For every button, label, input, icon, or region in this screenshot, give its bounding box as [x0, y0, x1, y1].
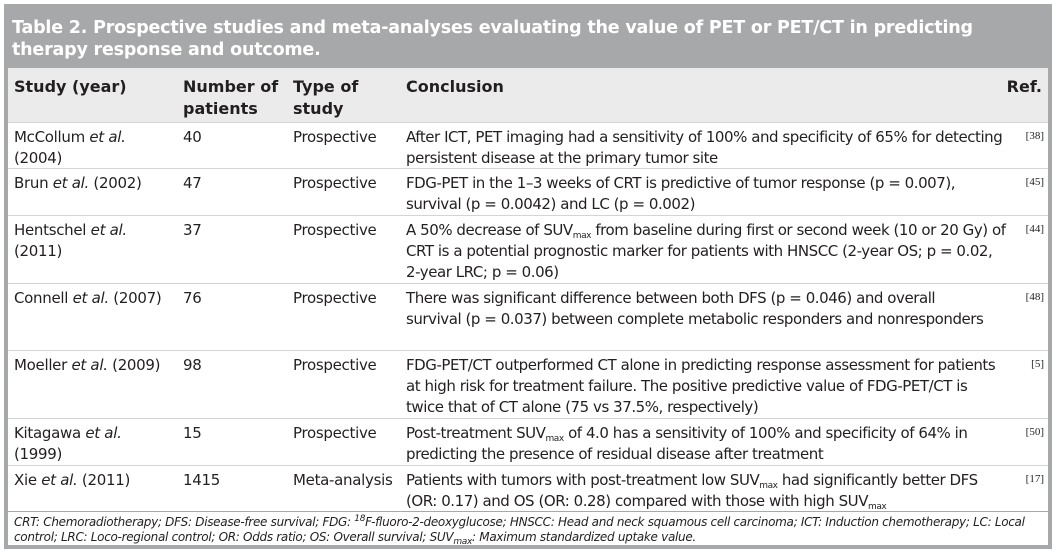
- type-cell: Prospective: [293, 128, 377, 146]
- table-header: Study (year) Number of patients Type of …: [8, 68, 1048, 122]
- study-author: Xie: [14, 471, 42, 489]
- ref-cell: [50]: [1025, 426, 1044, 438]
- header-study: Study (year): [14, 77, 127, 96]
- conclusion-cell: After ICT, PET imaging had a sensitivity…: [406, 127, 1006, 169]
- conclusion-text: There was significant difference between…: [406, 289, 984, 328]
- study-cell: Xie et al. (2011): [14, 470, 174, 491]
- study-author: McCollum: [14, 128, 90, 146]
- conclusion-text-cont: from baseline during first or second wee…: [406, 221, 1006, 281]
- patients-cell: 98: [183, 356, 202, 374]
- patients-cell: 76: [183, 289, 202, 307]
- study-cell: McCollum et al. (2004): [14, 127, 174, 169]
- study-year: (2007): [108, 289, 162, 307]
- study-year: (2004): [14, 149, 63, 167]
- study-author: Kitagawa: [14, 424, 86, 442]
- study-cell: Kitagawa et al. (1999): [14, 423, 174, 465]
- study-cell: Brun et al. (2002): [14, 173, 174, 194]
- subscript-max: max: [868, 502, 887, 512]
- table-row: Brun et al. (2002) 47 Prospective FDG-PE…: [8, 168, 1048, 215]
- superscript-18: 18: [354, 514, 366, 524]
- study-year: (2011): [14, 242, 63, 260]
- study-year: (2002): [88, 174, 142, 192]
- type-cell: Meta-analysis: [293, 471, 393, 489]
- type-cell: Prospective: [293, 221, 377, 239]
- study-year: (2011): [77, 471, 131, 489]
- ref-cell: [48]: [1025, 291, 1044, 303]
- conclusion-cell: FDG-PET/CT outperformed CT alone in pred…: [406, 355, 1006, 418]
- conclusion-cell: Patients with tumors with post-treatment…: [406, 470, 1006, 512]
- conclusion-text: After ICT, PET imaging had a sensitivity…: [406, 128, 1003, 167]
- type-cell: Prospective: [293, 424, 377, 442]
- footnote-text: CRT: Chemoradiotherapy; DFS: Disease-fre…: [14, 515, 355, 529]
- header-ref: Ref.: [1006, 77, 1042, 96]
- ref-cell: [17]: [1025, 473, 1044, 485]
- conclusion-cell: A 50% decrease of SUVmax from baseline d…: [406, 220, 1006, 283]
- table-footnote: CRT: Chemoradiotherapy; DFS: Disease-fre…: [8, 511, 1048, 547]
- header-patients: Number of patients: [183, 77, 279, 118]
- conclusion-text: FDG-PET/CT outperformed CT alone in pred…: [406, 356, 996, 416]
- study-author: Connell: [14, 289, 73, 307]
- conclusion-cell: FDG-PET in the 1–3 weeks of CRT is predi…: [406, 173, 1006, 215]
- type-cell: Prospective: [293, 289, 377, 307]
- study-etal: et al.: [90, 221, 128, 239]
- table-row: Hentschel et al. (2011) 37 Prospective A…: [8, 215, 1048, 283]
- ref-cell: [5]: [1031, 358, 1044, 370]
- study-etal: et al.: [41, 471, 78, 489]
- table-row: Kitagawa et al. (1999) 15 Prospective Po…: [8, 418, 1048, 465]
- patients-cell: 15: [183, 424, 202, 442]
- subscript-max: max: [545, 434, 564, 444]
- study-author: Hentschel: [14, 221, 91, 239]
- conclusion-cell: Post-treatment SUVmax of 4.0 has a sensi…: [406, 423, 1006, 465]
- study-author: Moeller: [14, 356, 72, 374]
- study-etal: et al.: [89, 128, 126, 146]
- patients-cell: 37: [183, 221, 202, 239]
- study-cell: Hentschel et al. (2011): [14, 220, 174, 262]
- conclusion-text: A 50% decrease of SUV: [406, 221, 573, 239]
- subscript-max: max: [453, 537, 473, 547]
- patients-cell: 1415: [183, 471, 220, 489]
- type-cell: Prospective: [293, 356, 377, 374]
- table-frame: Table 2. Prospective studies and meta-an…: [4, 4, 1052, 549]
- table-row: Xie et al. (2011) 1415 Meta-analysis Pat…: [8, 465, 1048, 512]
- header-conclusion: Conclusion: [406, 77, 504, 96]
- table-row: McCollum et al. (2004) 40 Prospective Af…: [8, 122, 1048, 168]
- table-row: Moeller et al. (2009) 98 Prospective FDG…: [8, 350, 1048, 418]
- type-cell: Prospective: [293, 174, 377, 192]
- study-etal: et al.: [85, 424, 122, 442]
- patients-cell: 40: [183, 128, 202, 146]
- ref-cell: [38]: [1025, 130, 1044, 142]
- study-cell: Connell et al. (2007): [14, 288, 174, 309]
- study-etal: et al.: [52, 174, 90, 192]
- patients-cell: 47: [183, 174, 202, 192]
- subscript-max: max: [572, 231, 592, 241]
- footnote-text-end: : Maximum standardized uptake value.: [472, 530, 696, 544]
- study-etal: et al.: [72, 289, 110, 307]
- conclusion-text-cont: had significantly better DFS (OR: 0.17) …: [406, 471, 978, 510]
- ref-cell: [45]: [1025, 176, 1044, 188]
- study-year: (1999): [14, 445, 63, 463]
- footnote-text-cont: F-fluoro-2-deoxyglucose; HNSCC: Head and…: [14, 515, 1025, 544]
- study-author: Brun: [14, 174, 53, 192]
- table-body: Study (year) Number of patients Type of …: [8, 68, 1048, 547]
- conclusion-text: FDG-PET in the 1–3 weeks of CRT is predi…: [406, 174, 956, 213]
- study-etal: et al.: [71, 356, 108, 374]
- study-cell: Moeller et al. (2009): [14, 355, 174, 376]
- conclusion-text: Post-treatment SUV: [406, 424, 546, 442]
- ref-cell: [44]: [1025, 223, 1044, 235]
- conclusion-cell: There was significant difference between…: [406, 288, 986, 330]
- study-year: (2009): [107, 356, 161, 374]
- table-row: Connell et al. (2007) 76 Prospective The…: [8, 283, 1048, 350]
- subscript-max: max: [759, 481, 778, 491]
- conclusion-text: Patients with tumors with post-treatment…: [406, 471, 760, 489]
- table-title: Table 2. Prospective studies and meta-an…: [12, 18, 973, 60]
- header-type: Type of study: [293, 77, 359, 118]
- conclusion-text-cont: of 4.0 has a sensitivity of 100% and spe…: [406, 424, 968, 463]
